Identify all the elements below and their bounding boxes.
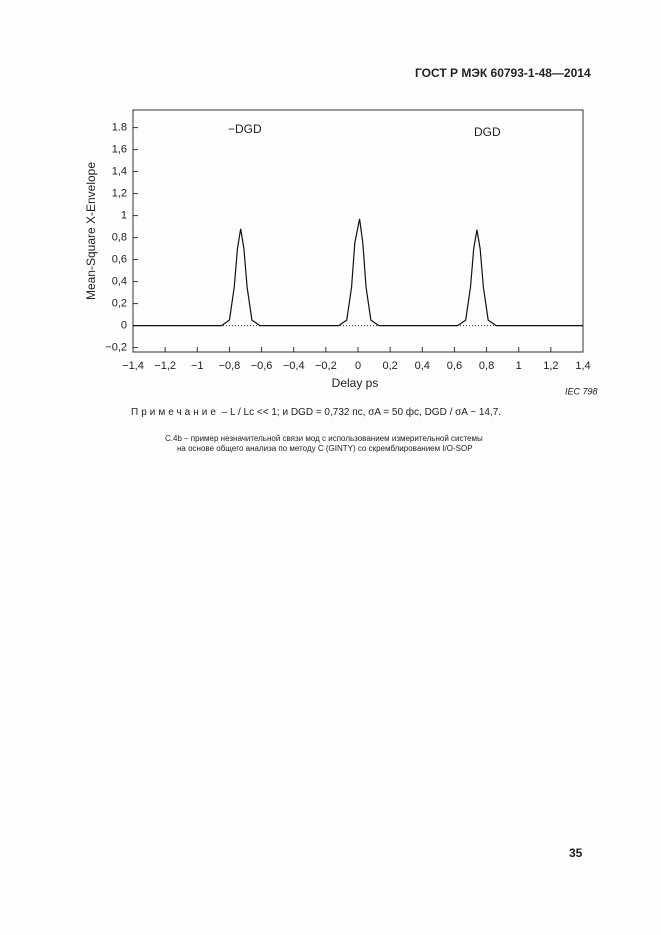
x-tick-label: −0,4 (283, 360, 305, 372)
caption-line: С.4b – пример незначительной связи мод с… (165, 434, 483, 443)
x-tick-label: 1,4 (575, 360, 590, 372)
x-tick-label: 0,6 (447, 360, 462, 372)
x-tick-label: 0,8 (479, 360, 494, 372)
x-tick-label: 0,4 (415, 360, 430, 372)
y-tick-label: 1.8 (112, 122, 127, 134)
y-tick-label: 1,2 (112, 188, 127, 200)
x-tick-label: −0,2 (315, 360, 337, 372)
note: Примечание – L / Lc << 1; и DGD = 0,732 … (131, 407, 501, 418)
note-label: Примечание (131, 407, 219, 418)
y-axis-label: Mean-Square X-Envelope (84, 162, 98, 300)
x-tick-label: −0,6 (251, 360, 273, 372)
caption-line: на основе общего анализа по методу С (GI… (177, 444, 473, 453)
annotation: IEC 798 (565, 386, 598, 396)
y-tick-label: 0,4 (112, 276, 127, 288)
plot-frame (132, 109, 584, 353)
y-tick-label: 0,2 (112, 298, 127, 310)
x-tick-label: 0 (355, 360, 361, 372)
y-tick-label: 1,4 (112, 166, 127, 178)
header-title: ГОСТ Р МЭК 60793-1-48—2014 (415, 66, 591, 80)
chart: −0,2 0 0,2 0,4 0,6 0,8 1 1,2 1,4 1,6 1.8 −1,4 −1,2 −1… (84, 109, 598, 396)
data-line (133, 218, 583, 327)
x-tick-label: 0,2 (382, 360, 397, 372)
y-tick-label: 0 (121, 320, 127, 332)
note-text: – L / Lc << 1; и DGD = 0,732 пс, σA = 50… (218, 407, 502, 418)
x-axis-label: Delay ps (332, 376, 379, 390)
x-tick-label: 1,2 (543, 360, 558, 372)
x-tick-label: −1,4 (122, 360, 144, 372)
y-tick-label: 1,6 (112, 144, 127, 156)
x-tick-label: −0,8 (219, 360, 241, 372)
y-tick-label: 1 (121, 210, 127, 222)
y-tick-label: −0,2 (105, 342, 127, 354)
x-tick-label: −1,2 (154, 360, 176, 372)
y-tick-label: 0,8 (112, 232, 127, 244)
y-tick-label: 0,6 (112, 254, 127, 266)
page-number: 35 (569, 846, 583, 860)
x-tick-label: −1 (191, 360, 204, 372)
annotation: DGD (474, 125, 501, 139)
annotation: −DGD (228, 122, 262, 136)
x-tick-label: 1 (516, 360, 522, 372)
